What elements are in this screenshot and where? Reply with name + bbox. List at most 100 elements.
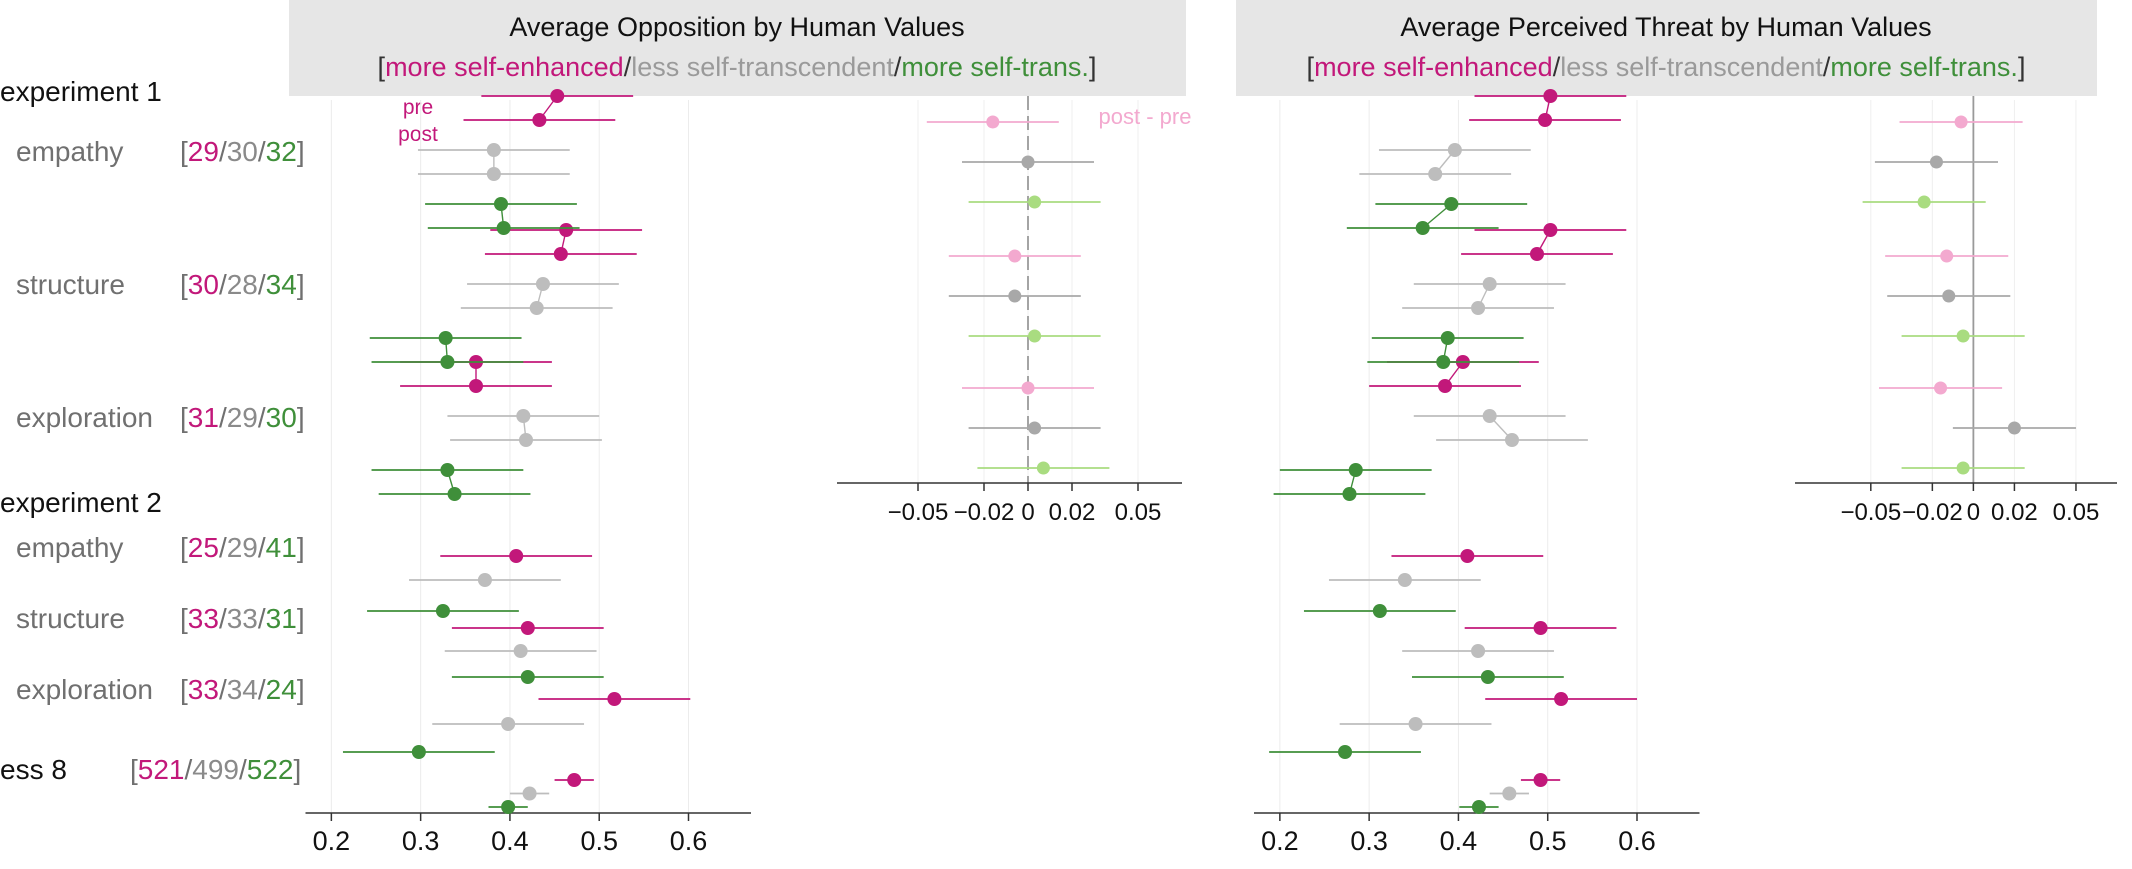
count-part: 521: [138, 754, 185, 785]
count-part: 24: [266, 674, 297, 705]
point-self-enhanced: [1554, 692, 1569, 706]
point-less-transcendent: [519, 433, 533, 447]
opposition-subtitle: [more self-enhanced/less self-transcende…: [378, 52, 1097, 82]
x-tick-label: 0.05: [1115, 499, 1162, 526]
x-tick-label: 0.3: [1350, 826, 1388, 856]
subtitle-bracket-open: [: [378, 52, 386, 82]
legend-post-minus-pre: post - pre: [1099, 104, 1192, 129]
count-part: 30: [227, 136, 258, 167]
point-self-enhanced: [1543, 223, 1558, 237]
point-self-trans: [438, 331, 453, 345]
subtitle-bracket-close: ]: [2018, 52, 2026, 82]
row-label-ess-8: ess 8: [0, 754, 67, 785]
diff-point-self-trans: [1028, 329, 1042, 343]
opposition-panel: Average Opposition by Human Values [more…: [289, 0, 1191, 856]
subtitle-slash: /: [1823, 52, 1831, 82]
count-part: 30: [188, 269, 219, 300]
sample-size-counts: [30/28/34]: [180, 269, 305, 300]
count-part: ]: [297, 603, 305, 634]
subtitle-slash: /: [894, 52, 902, 82]
point-less-transcendent: [477, 573, 492, 587]
diff-point-self-enhanced: [1934, 381, 1948, 395]
subtitle-bracket-close: ]: [1089, 52, 1097, 82]
point-self-enhanced: [1538, 113, 1553, 127]
x-tick-label: −0.05: [888, 499, 949, 526]
row-label-empathy: empathy: [16, 136, 123, 167]
x-tick-label: 0.02: [1991, 499, 2038, 526]
count-part: 28: [227, 269, 258, 300]
sample-size-counts: [33/33/31]: [180, 603, 305, 634]
point-self-enhanced: [509, 549, 524, 563]
diff-point-self-enhanced: [1954, 115, 1968, 129]
point-self-enhanced: [1543, 89, 1558, 103]
count-part: ]: [297, 674, 305, 705]
point-self-trans: [1471, 800, 1486, 814]
opposition-title-box: [289, 0, 1186, 96]
point-self-trans: [1436, 355, 1451, 369]
count-part: /: [258, 674, 266, 705]
count-part: /: [219, 269, 227, 300]
point-self-trans: [447, 487, 462, 501]
point-self-trans: [1480, 670, 1495, 684]
point-self-trans: [1338, 745, 1353, 759]
subtitle-self-enhanced: more self-enhanced: [1314, 52, 1553, 82]
diff-point-less-transcendent: [1028, 421, 1042, 435]
diff-point-less-transcendent: [1021, 155, 1035, 169]
diff-point-less-transcendent: [1929, 155, 1943, 169]
sample-size-counts: [25/29/41]: [180, 532, 305, 563]
point-less-transcendent: [486, 143, 501, 157]
point-self-trans: [496, 221, 511, 235]
sample-size-counts: [33/34/24]: [180, 674, 305, 705]
point-self-enhanced: [532, 113, 547, 127]
subtitle-less-transcendent: less self-transcendent: [1560, 52, 1823, 82]
sample-size-counts: [521/499/522]: [130, 754, 301, 785]
point-self-enhanced: [607, 692, 622, 706]
diff-point-less-transcendent: [2007, 421, 2021, 435]
count-part: [: [180, 269, 188, 300]
point-self-enhanced: [1530, 247, 1544, 261]
count-part: 522: [247, 754, 294, 785]
count-part: ]: [297, 269, 305, 300]
x-tick-label: 0.4: [1440, 826, 1478, 856]
subtitle-self-enhanced: more self-enhanced: [385, 52, 624, 82]
point-self-enhanced: [1460, 549, 1475, 563]
row-label-exploration: exploration: [16, 674, 153, 705]
point-self-enhanced: [1438, 379, 1453, 393]
threat-title-box: [1236, 0, 2097, 96]
diff-point-self-trans: [1028, 195, 1042, 209]
legend-pre: pre: [403, 96, 433, 119]
diff-point-less-transcendent: [1942, 289, 1956, 303]
point-self-enhanced: [559, 223, 574, 237]
count-part: /: [219, 532, 227, 563]
point-less-transcendent: [1408, 717, 1423, 731]
count-part: [: [180, 402, 188, 433]
count-part: 25: [188, 532, 219, 563]
count-part: [: [130, 754, 138, 785]
point-less-transcendent: [535, 277, 550, 291]
point-less-transcendent: [486, 167, 501, 181]
count-part: 33: [227, 603, 258, 634]
x-tick-label: 0: [1967, 499, 1980, 526]
diff-point-self-enhanced: [1008, 249, 1022, 263]
count-part: 41: [266, 532, 297, 563]
threat-panel: Average Perceived Threat by Human Values…: [1236, 0, 2117, 856]
point-self-enhanced: [1533, 773, 1548, 787]
threat-subtitle: [more self-enhanced /less self-transcende…: [1307, 52, 2026, 82]
diff-point-self-trans: [1036, 461, 1050, 475]
threat-diff-plot: −0.05 −0.02 0 0.02 0.05: [1795, 96, 2117, 526]
count-part: ]: [294, 754, 302, 785]
point-less-transcendent: [513, 644, 528, 658]
x-tick-label: 0.05: [2053, 499, 2100, 526]
x-tick-label: 0.2: [313, 826, 351, 856]
count-part: /: [258, 136, 266, 167]
point-self-trans: [1348, 463, 1363, 477]
count-part: 32: [266, 136, 297, 167]
count-part: [: [180, 532, 188, 563]
point-self-trans: [440, 463, 455, 477]
count-part: /: [185, 754, 193, 785]
x-tick-label: −0.05: [1840, 499, 1901, 526]
point-self-enhanced: [567, 773, 582, 787]
subtitle-bracket-open: [: [1307, 52, 1315, 82]
count-part: 499: [192, 754, 239, 785]
